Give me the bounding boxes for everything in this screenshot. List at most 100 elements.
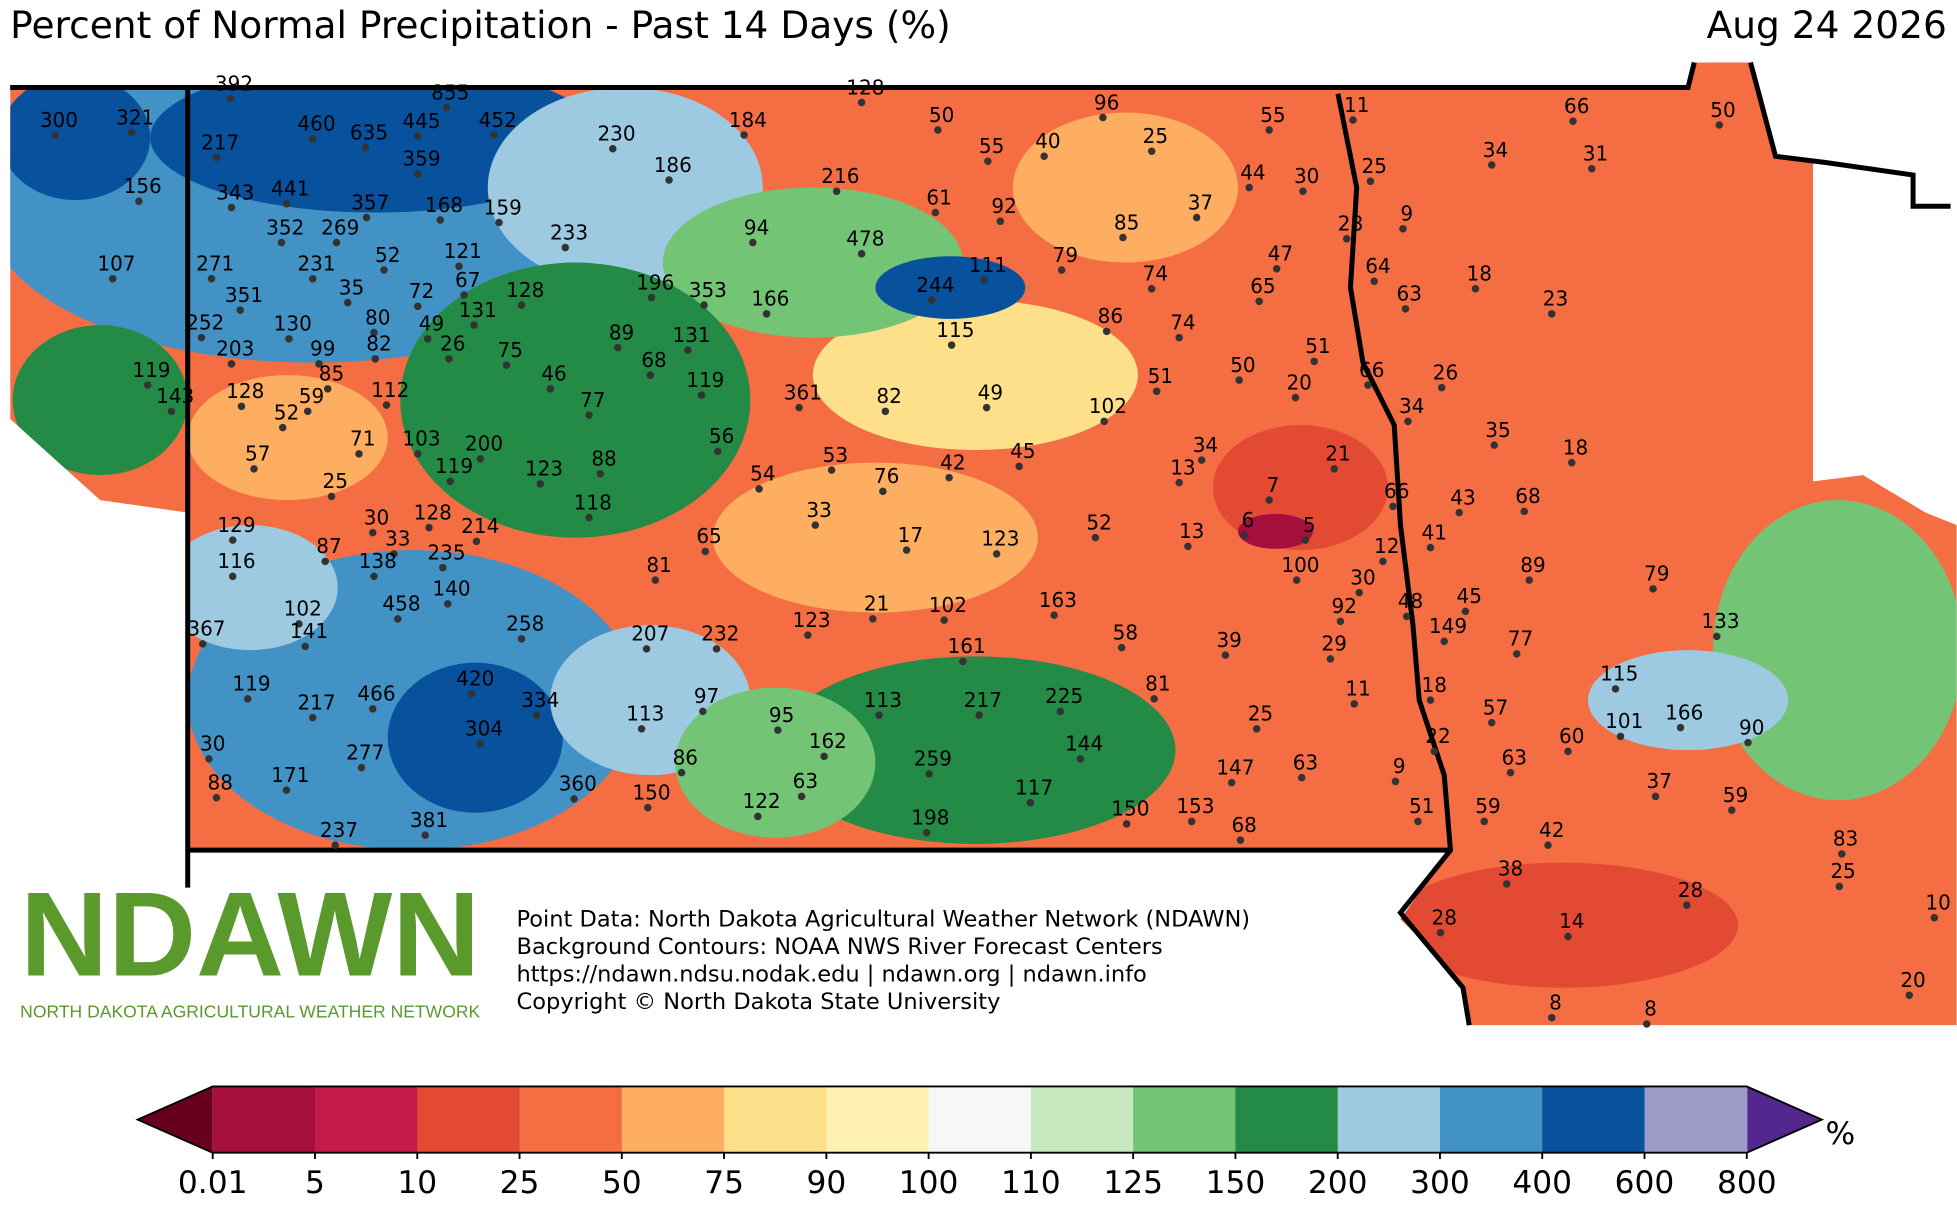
station-value: 99 [310,337,335,361]
station-dot [922,828,931,837]
station-value: 8 [1644,997,1657,1021]
station-dot [1336,617,1345,626]
station-value: 52 [1086,510,1111,534]
station-dot [490,131,498,139]
station-dot [308,275,317,283]
station-value: 117 [1015,775,1053,799]
station-dot [1056,707,1065,716]
station-dot [228,536,237,544]
station-value: 458 [382,592,420,616]
station-dot [1099,113,1107,122]
station-dot [227,360,236,368]
station-value: 5 [1303,513,1316,537]
station-dot [1364,381,1372,389]
station-value: 196 [636,270,674,294]
station-dot [321,557,329,566]
station-dot [1404,417,1412,426]
station-value: 82 [366,332,391,356]
station-dot [647,293,656,302]
station-dot [421,831,430,839]
station-value: 61 [926,185,951,209]
station-dot [975,711,983,719]
station-value: 49 [978,380,1003,404]
station-dot [1440,637,1448,646]
station-dot [436,216,445,224]
station-dot [332,238,341,247]
station-dot [355,450,363,458]
station-dot [585,411,593,419]
station-dot [1480,817,1488,826]
station-value: 271 [196,252,234,276]
colorbar-unit: % [1826,1116,1856,1152]
station-value: 214 [461,514,499,538]
station-dot [1835,882,1844,891]
station-dot [1310,357,1318,366]
station-dot [1245,183,1253,192]
station-value: 50 [1230,353,1255,377]
station-value: 50 [929,103,954,127]
station-dot [1487,161,1496,169]
station-value: 89 [1520,553,1545,577]
station-value: 48 [1398,589,1423,613]
station-dot [804,631,812,639]
station-value: 92 [1331,594,1356,618]
station-value: 77 [580,388,605,412]
station-dot [362,213,371,222]
station-value: 217 [201,130,239,154]
station-value: 13 [1170,455,1195,479]
station-dot [1292,576,1301,584]
station-dot [1091,533,1100,542]
colorbar-segment [928,1086,1032,1153]
station-dot [1342,235,1351,243]
station-dot [857,250,866,258]
station-value: 18 [1563,435,1588,459]
station-value: 75 [498,338,523,362]
station-value: 52 [375,243,400,267]
colorbar-tick-label: 800 [1717,1165,1777,1201]
station-dot [228,572,237,581]
station-dot [701,547,710,556]
station-dot [1715,121,1724,129]
station-value: 381 [410,808,448,832]
station-value: 119 [232,672,270,696]
station-dot [143,381,152,389]
station-value: 361 [784,380,822,404]
station-dot [1455,508,1463,517]
station-dot [820,752,828,761]
colorbar-tick-label: 90 [806,1165,846,1201]
station-dot [1187,817,1196,826]
station-dot [1651,792,1660,801]
colorbar-segment [1542,1086,1646,1153]
colorbar-segment [212,1086,316,1153]
station-dot [1399,225,1407,233]
station-dot [250,465,258,473]
station-dot [315,360,323,368]
station-value: 131 [459,298,497,322]
station-dot [1564,747,1572,756]
station-value: 66 [1564,94,1589,118]
colorbar-segment [1337,1086,1441,1153]
credit-line: https://ndawn.ndsu.nodak.edu | ndawn.org… [517,962,1147,988]
colorbar-tick-label: 300 [1410,1165,1470,1201]
station-dot [585,513,593,522]
station-dot [940,616,948,624]
station-value: 133 [1701,609,1739,633]
station-value: 258 [506,612,544,636]
station-value: 33 [806,498,831,522]
station-value: 42 [1539,818,1564,842]
station-dot [1569,117,1577,126]
station-dot [879,487,887,496]
station-value: 7 [1267,473,1280,497]
station-dot [198,640,207,648]
station-dot [1240,531,1248,539]
station-dot [642,645,651,653]
station-dot [343,298,352,307]
station-value: 72 [409,279,434,303]
station-value: 25 [1143,124,1168,148]
state-borders [10,61,1951,1026]
station-value: 25 [1830,859,1855,883]
station-dot [982,403,991,412]
station-dot [1152,387,1161,396]
station-value: 156 [124,174,162,198]
station-dot [361,143,369,152]
